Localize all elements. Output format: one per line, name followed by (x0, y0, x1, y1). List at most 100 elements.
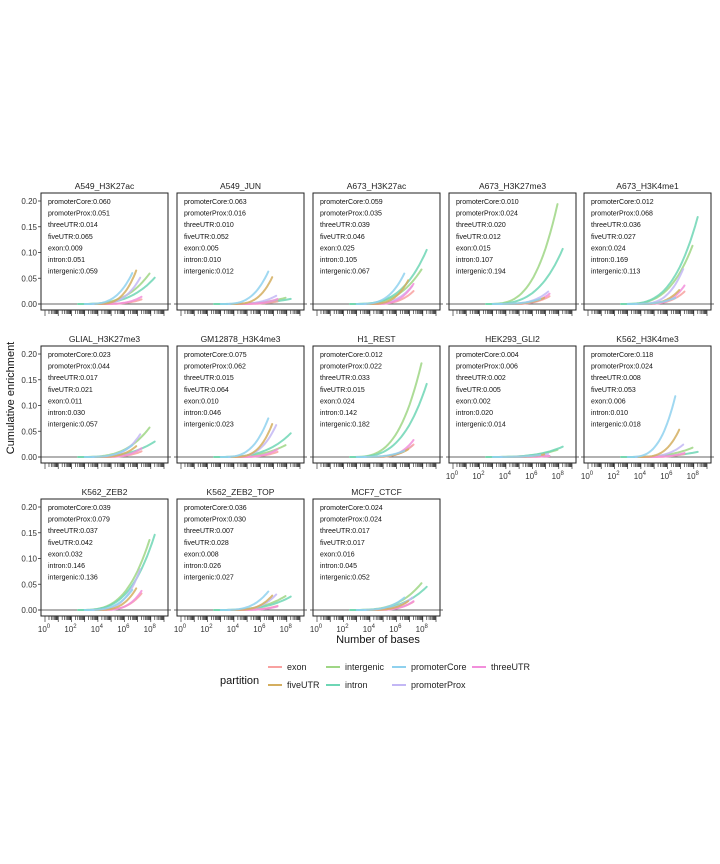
x-tick-label: 106 (389, 624, 402, 634)
annotation-line: exon:0.008 (184, 551, 219, 558)
legend-label: promoterProx (411, 680, 466, 690)
legend-label: exon (287, 662, 307, 672)
legend-item-exon: exon (268, 662, 307, 672)
legend-item-intergenic: intergenic (326, 662, 385, 672)
legend-item-fiveutr: fiveUTR (268, 680, 320, 690)
panel-title: A673_H3K4me1 (616, 181, 679, 191)
annotation-line: intron:0.169 (591, 257, 628, 264)
annotation-line: threeUTR:0.008 (591, 375, 641, 382)
annotation-line: threeUTR:0.033 (320, 375, 370, 382)
x-tick-label: 104 (634, 471, 647, 481)
legend-label: intergenic (345, 662, 385, 672)
annotation-line: promoterCore:0.036 (184, 505, 247, 512)
x-tick-label: 108 (687, 471, 700, 481)
annotation-line: intron:0.026 (184, 563, 221, 570)
annotation-line: promoterProx:0.024 (320, 517, 382, 524)
annotation-line: exon:0.005 (184, 245, 219, 252)
panel-hek293-gli2: HEK293_GLI2 promoterCore:0.004 promoterPro… (446, 334, 579, 481)
annotation-line: intergenic:0.023 (184, 422, 234, 429)
panel-a549-jun: A549_JUN promoterCore:0.063 promoterProx:0… (174, 181, 307, 316)
y-tick-label: 0.05 (21, 274, 37, 283)
panel-title: GLIAL_H3K27me3 (69, 334, 141, 344)
panel-a673-h3k4me1: A673_H3K4me1 promoterCore:0.012 promoterPr… (581, 181, 714, 316)
annotation-line: fiveUTR:0.052 (184, 234, 229, 241)
x-tick-label: 108 (416, 624, 429, 634)
panel-title: A549_H3K27ac (75, 181, 135, 191)
annotation-line: promoterProx:0.068 (591, 211, 653, 218)
annotation-line: threeUTR:0.017 (48, 375, 98, 382)
legend-label: fiveUTR (287, 680, 320, 690)
x-tick-label: 104 (91, 624, 104, 634)
annotation-line: fiveUTR:0.053 (591, 387, 636, 394)
curve-fiveUTR (230, 423, 274, 458)
panel-title: HEK293_GLI2 (485, 334, 540, 344)
annotation-line: fiveUTR:0.005 (456, 387, 501, 394)
annotation-line: threeUTR:0.020 (456, 222, 506, 229)
annotation-line: fiveUTR:0.012 (456, 234, 501, 241)
annotation-line: intron:0.142 (320, 410, 357, 417)
panel-title: K562_ZEB2 (82, 487, 128, 497)
x-tick-label: 102 (64, 624, 77, 634)
annotation-line: promoterProx:0.062 (184, 364, 246, 371)
annotation-line: promoterProx:0.022 (320, 364, 382, 371)
annotation-line: fiveUTR:0.046 (320, 234, 365, 241)
x-tick-label: 100 (310, 624, 323, 634)
annotation-line: intron:0.105 (320, 257, 357, 264)
annotation-line: promoterProx:0.030 (184, 517, 246, 524)
y-tick-label: 0.15 (21, 529, 37, 538)
annotation-line: intergenic:0.136 (48, 575, 98, 582)
annotation-line: threeUTR:0.007 (184, 528, 234, 535)
annotation-line: fiveUTR:0.021 (48, 387, 93, 394)
annotation-line: intergenic:0.014 (456, 422, 506, 429)
panel-k562-h3k4me3: K562_H3K4me3 promoterCore:0.118 promoterPr… (581, 334, 714, 481)
panel-frame (583, 345, 712, 464)
y-tick-label: 0.05 (21, 580, 37, 589)
curve-fiveUTR (94, 269, 138, 305)
panel-title: K562_H3K4me3 (616, 334, 679, 344)
legend-item-threeutr: threeUTR (472, 662, 531, 672)
annotation-line: intergenic:0.194 (456, 269, 506, 276)
annotation-line: intron:0.045 (320, 563, 357, 570)
panel-k562-zeb2-top: K562_ZEB2_TOP promoterCore:0.036 promoterP… (174, 487, 307, 634)
y-tick-label: 0.20 (21, 503, 37, 512)
annotation-line: promoterCore:0.118 (591, 352, 653, 359)
annotation-line: intron:0.010 (591, 410, 628, 417)
y-tick-label: 0.10 (21, 555, 37, 564)
annotation-line: fiveUTR:0.042 (48, 540, 93, 547)
annotation-line: exon:0.015 (456, 245, 491, 252)
curve-promoterCore (219, 417, 270, 458)
annotation-line: intergenic:0.018 (591, 422, 641, 429)
annotation-line: intergenic:0.182 (320, 422, 370, 429)
annotation-line: promoterCore:0.059 (320, 199, 383, 206)
x-tick-label: 108 (552, 471, 565, 481)
legend-label: threeUTR (491, 662, 531, 672)
annotation-line: promoterCore:0.012 (591, 199, 654, 206)
curve-fiveUTR (366, 279, 410, 305)
annotation-line: promoterProx:0.006 (456, 364, 518, 371)
y-tick-label: 0.00 (21, 453, 37, 462)
panel-k562-zeb2: K562_ZEB2 promoterCore:0.039 promoterProx:… (21, 487, 171, 634)
panel-title: K562_ZEB2_TOP (207, 487, 275, 497)
x-tick-label: 100 (38, 624, 51, 634)
annotation-line: promoterCore:0.063 (184, 199, 247, 206)
annotation-line: intergenic:0.012 (184, 269, 234, 276)
annotation-line: exon:0.024 (591, 245, 626, 252)
panel-gm12878-h3k4me3: GM12878_H3K4me3 promoterCore:0.075 promote… (174, 334, 307, 469)
curve-promoterCore (491, 297, 542, 305)
panels-layer: A549_H3K27ac promoterCore:0.060 promoterPr… (21, 181, 714, 634)
x-tick-label: 106 (525, 471, 538, 481)
panel-title: A673_H3K27me3 (479, 181, 546, 191)
curve-promoterCore (219, 270, 270, 305)
legend-item-promoterprox: promoterProx (392, 680, 466, 690)
curve-promoterCore (355, 596, 406, 611)
annotation-line: intergenic:0.027 (184, 575, 234, 582)
annotation-line: promoterCore:0.039 (48, 505, 111, 512)
curve-promoterCore (626, 296, 677, 305)
legend-item-promotercore: promoterCore (392, 662, 467, 672)
annotation-line: fiveUTR:0.064 (184, 387, 229, 394)
annotation-line: threeUTR:0.010 (184, 222, 234, 229)
x-tick-label: 104 (227, 624, 240, 634)
annotation-line: promoterProx:0.051 (48, 211, 110, 218)
x-axis-title: Number of bases (336, 634, 420, 646)
y-tick-label: 0.20 (21, 350, 37, 359)
